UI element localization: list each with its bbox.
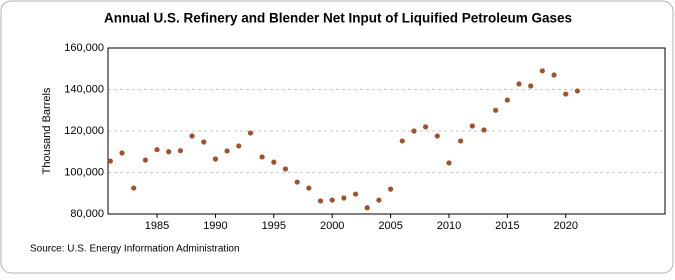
- point: [259, 154, 265, 160]
- point: [107, 158, 113, 164]
- point: [247, 130, 254, 136]
- point: [306, 185, 312, 191]
- x-tick-label: 2000: [320, 220, 344, 232]
- y-axis-label: Thousand Barrels: [41, 87, 53, 174]
- y-tick-label: 100,000: [64, 166, 104, 178]
- point: [154, 147, 160, 153]
- point: [271, 159, 277, 165]
- point: [119, 150, 125, 156]
- point: [446, 160, 452, 166]
- point: [469, 123, 475, 129]
- point: [574, 88, 581, 94]
- x-tick-label: 2015: [495, 220, 519, 232]
- chart-title: Annual U.S. Refinery and Blender Net Inp…: [104, 11, 572, 26]
- point: [364, 205, 370, 211]
- point: [329, 197, 335, 203]
- y-tick-label: 120,000: [64, 125, 104, 137]
- point: [201, 139, 207, 145]
- point: [458, 138, 464, 144]
- point: [352, 191, 359, 197]
- point: [166, 149, 172, 155]
- y-tick-label: 80,000: [70, 208, 104, 220]
- point: [282, 166, 289, 172]
- point: [236, 143, 242, 149]
- point: [423, 124, 429, 130]
- point: [481, 127, 487, 133]
- point: [563, 91, 569, 97]
- point: [516, 81, 522, 87]
- x-tick-label: 2020: [554, 220, 578, 232]
- point: [504, 97, 510, 103]
- point: [189, 133, 195, 139]
- point: [434, 133, 440, 139]
- x-tick-label: 2010: [437, 220, 461, 232]
- x-tick-label: 1985: [145, 220, 169, 232]
- plot-area: [107, 47, 666, 215]
- point: [551, 72, 557, 78]
- point: [493, 107, 499, 113]
- point: [341, 195, 347, 201]
- point: [399, 138, 405, 144]
- point: [376, 197, 382, 203]
- point: [411, 128, 417, 134]
- point: [528, 83, 534, 89]
- x-tick-label: 1990: [203, 220, 227, 232]
- point: [212, 156, 219, 162]
- x-tick-label: 2005: [378, 220, 402, 232]
- point: [317, 198, 324, 204]
- point: [539, 68, 545, 74]
- point: [177, 148, 183, 154]
- x-tick-label: 1995: [262, 220, 286, 232]
- point: [142, 157, 148, 163]
- y-tick-label: 160,000: [64, 42, 104, 54]
- frame: [0, 0, 674, 274]
- source: Source: U.S. Energy Information Administ…: [30, 244, 240, 255]
- point: [224, 148, 230, 154]
- point: [131, 185, 137, 191]
- y-tick-label: 140,000: [64, 83, 104, 95]
- point: [387, 186, 394, 192]
- point: [294, 179, 300, 185]
